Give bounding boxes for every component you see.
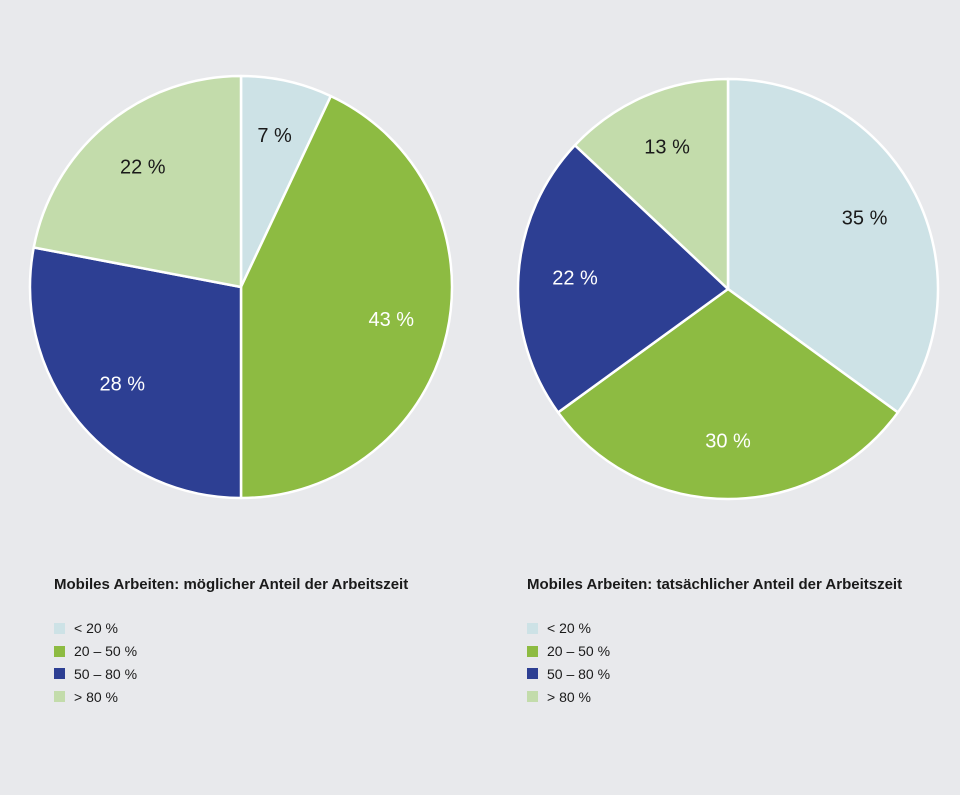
slice-value-label-lt20: 7 % [257, 125, 292, 147]
pie-slice-50to80 [28, 246, 243, 500]
pie-slice-50to80 [516, 144, 730, 414]
legend-title: Mobiles Arbeiten: möglicher Anteil der A… [54, 576, 409, 593]
legend-swatch [54, 668, 65, 680]
legend-label: > 80 % [547, 688, 591, 705]
legend-label: < 20 % [547, 620, 591, 637]
legend-swatch [54, 645, 65, 657]
pie-slice-gt80 [32, 74, 243, 289]
slice-value-label-gt80: 13 % [644, 137, 690, 159]
legend-swatch [527, 691, 538, 703]
slice-value-label-50to80: 22 % [552, 268, 598, 290]
legend-swatch [54, 691, 65, 703]
pie-slice-20to50 [556, 287, 900, 501]
pie-slice-lt20 [726, 77, 940, 414]
legend-item-20to50: 20 – 50 % [527, 640, 960, 663]
legend-swatch [527, 668, 538, 680]
legend-item-gt80: > 80 % [54, 685, 494, 708]
legend-item-gt80: > 80 % [527, 685, 960, 708]
legend-item-50to80: 50 – 80 % [527, 663, 960, 686]
legend-item-lt20: < 20 % [527, 617, 960, 640]
legend-possible-share: Mobiles Arbeiten: möglicher Anteil der A… [54, 576, 494, 708]
legend-label: < 20 % [74, 620, 118, 637]
slice-value-label-20to50: 43 % [369, 309, 415, 331]
slice-value-label-lt20: 35 % [842, 208, 888, 230]
legend-title: Mobiles Arbeiten: tatsächlicher Anteil d… [527, 576, 903, 593]
pie-slice-gt80 [573, 77, 730, 291]
legend-label: > 80 % [74, 688, 118, 705]
legend-label: 20 – 50 % [74, 643, 138, 660]
legend-item-lt20: < 20 % [54, 617, 494, 640]
legend-label: 50 – 80 % [74, 665, 138, 682]
legend-label: 50 – 80 % [547, 665, 611, 682]
legend-actual-share: Mobiles Arbeiten: tatsächlicher Anteil d… [527, 576, 960, 708]
pie-slice-20to50 [239, 94, 454, 500]
pie-chart-actual-share: 35 % 30 % 22 % 13 % [516, 77, 940, 501]
pie-charts-canvas: 7 % 43 % 28 % 22 % 35 % 30 % 22 % 13 % [28, 74, 940, 501]
legend-swatch [527, 645, 538, 657]
legend-label: 20 – 50 % [547, 643, 611, 660]
slice-value-label-20to50: 30 % [705, 431, 751, 453]
slice-value-label-50to80: 28 % [100, 373, 146, 395]
slice-value-label-gt80: 22 % [120, 157, 166, 179]
legend-item-20to50: 20 – 50 % [54, 640, 494, 663]
legend-item-50to80: 50 – 80 % [54, 663, 494, 686]
legend-swatch [527, 622, 538, 634]
legend-swatch [54, 622, 65, 634]
pie-chart-possible-share: 7 % 43 % 28 % 22 % [28, 74, 454, 500]
